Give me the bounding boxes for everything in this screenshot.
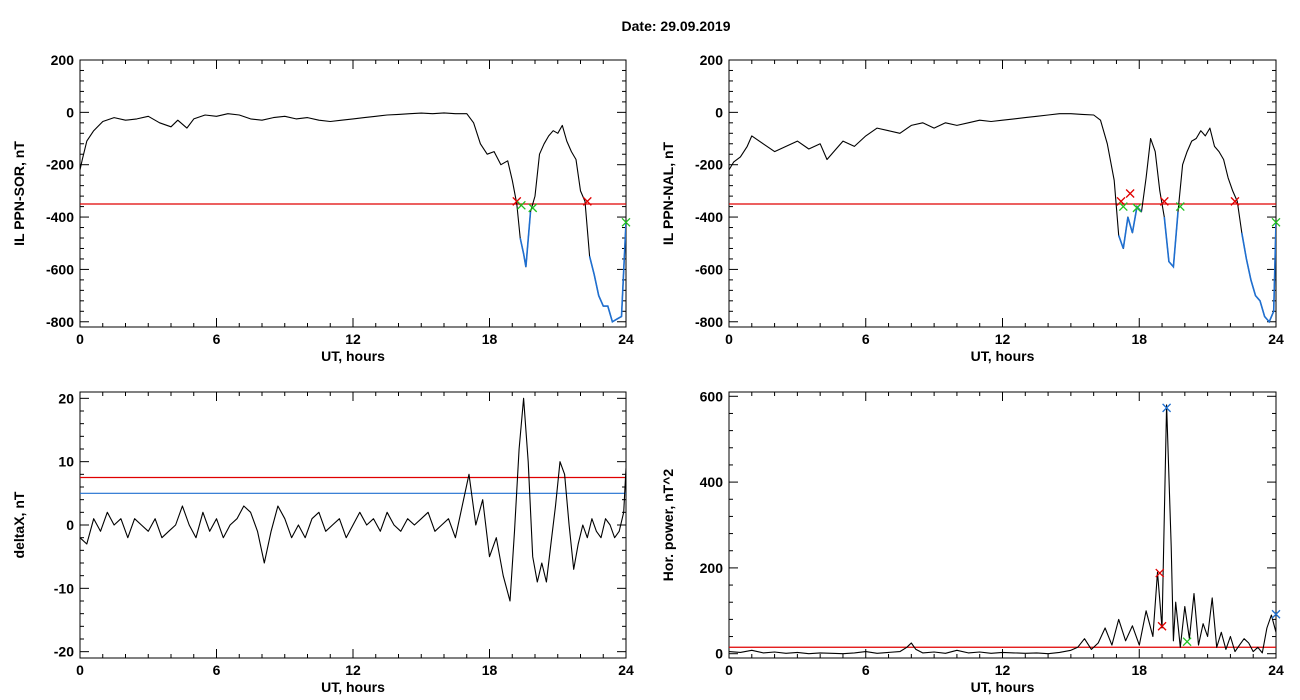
marker-green xyxy=(1271,217,1281,227)
y-tick-label: 0 xyxy=(66,104,74,120)
plot-frame xyxy=(728,391,1277,659)
marker-green xyxy=(1175,202,1185,212)
x-axis-label: UT, hours xyxy=(971,348,1035,364)
plot-area xyxy=(729,113,1276,324)
x-tick-label: 0 xyxy=(725,662,733,678)
y-tick-label: -20 xyxy=(54,644,74,660)
x-axis-label: UT, hours xyxy=(321,679,385,695)
axes-frame: 0 6 12 18 24 600 400 200 0 xyxy=(700,388,1284,678)
x-tick-label: 12 xyxy=(995,331,1011,347)
y-tick-label: -200 xyxy=(695,157,723,173)
data-series-line xyxy=(729,404,1276,655)
below-threshold-segment xyxy=(1117,204,1143,249)
plot-frame xyxy=(728,59,1277,328)
chart-panel-power: 0 6 12 18 24 600 400 200 0 Hor. power, nT^2 UT, … xyxy=(660,388,1284,695)
chart-panel-deltax: 0 6 12 18 24 20 10 0 -10 -20 deltaX, nT UT, hours xyxy=(11,390,634,695)
y-tick-label: 20 xyxy=(58,390,74,406)
marker-red xyxy=(1230,196,1240,206)
y-axis-label: deltaX, nT xyxy=(11,491,27,558)
marker-red xyxy=(1159,196,1169,206)
y-tick-label: 0 xyxy=(715,646,723,662)
below-threshold-segment xyxy=(1163,211,1179,269)
page-title: Date: 29.09.2019 xyxy=(621,18,731,34)
y-tick-label: 10 xyxy=(58,454,74,470)
marker-red xyxy=(1157,621,1167,631)
x-tick-label: 18 xyxy=(482,331,498,347)
plot-area xyxy=(729,404,1276,655)
x-tick-label: 12 xyxy=(995,662,1011,678)
chart-panel-nal: 0 6 12 18 24 200 0 -200 -400 -600 -800 IL PPN-NAL,… xyxy=(660,52,1284,364)
below-threshold-segment xyxy=(1241,222,1276,324)
x-tick-label: 6 xyxy=(862,662,870,678)
x-tick-label: 0 xyxy=(725,331,733,347)
y-tick-label: 200 xyxy=(51,52,75,68)
marker-red xyxy=(1125,189,1135,198)
x-tick-label: 6 xyxy=(213,331,221,347)
x-tick-label: 0 xyxy=(76,662,84,678)
data-series-line xyxy=(80,112,626,323)
x-tick-label: 18 xyxy=(1131,331,1147,347)
y-tick-label: -10 xyxy=(54,580,74,596)
chart-panel-sor: 0 6 12 18 24 200 0 -200 -400 -600 -800 IL PPN-SOR,… xyxy=(11,52,634,364)
x-tick-label: 24 xyxy=(618,331,634,347)
y-tick-label: 0 xyxy=(715,104,723,120)
data-series-line xyxy=(80,397,626,602)
y-tick-label: -600 xyxy=(695,261,723,277)
below-threshold-segment xyxy=(588,222,626,324)
marker-red xyxy=(582,196,592,206)
x-tick-label: 24 xyxy=(1268,662,1284,678)
y-tick-label: -800 xyxy=(695,314,723,330)
marker-green xyxy=(621,217,631,227)
x-tick-label: 6 xyxy=(213,662,221,678)
marker-blue xyxy=(1162,403,1172,413)
marker-green xyxy=(1182,637,1192,647)
y-tick-label: -800 xyxy=(46,314,74,330)
x-tick-label: 18 xyxy=(482,662,498,678)
axes-frame: 0 6 12 18 24 20 10 0 -10 -20 xyxy=(54,390,634,678)
below-threshold-segment xyxy=(519,211,532,267)
y-tick-label: 200 xyxy=(700,560,724,576)
y-axis-label: Hor. power, nT^2 xyxy=(660,469,676,582)
y-tick-label: -400 xyxy=(46,209,74,225)
marker-red xyxy=(1155,568,1165,578)
y-tick-label: 600 xyxy=(700,388,724,404)
x-tick-label: 0 xyxy=(76,331,84,347)
marker-green xyxy=(516,200,526,210)
y-tick-label: 400 xyxy=(700,474,724,490)
marker-green xyxy=(528,203,538,213)
y-axis-label: IL PPN-SOR, nT xyxy=(11,141,27,246)
x-tick-label: 6 xyxy=(862,331,870,347)
marker-green xyxy=(1132,203,1142,213)
x-tick-label: 24 xyxy=(618,662,634,678)
y-tick-label: -600 xyxy=(46,261,74,277)
x-axis-label: UT, hours xyxy=(321,348,385,364)
x-tick-label: 24 xyxy=(1268,331,1284,347)
data-series-line xyxy=(729,113,1276,323)
x-tick-label: 12 xyxy=(345,662,361,678)
x-tick-label: 12 xyxy=(345,331,361,347)
axes-frame: 0 6 12 18 24 200 0 -200 -400 -600 -800 xyxy=(46,52,634,347)
marker-red xyxy=(1116,196,1126,206)
marker-green xyxy=(1118,202,1128,212)
y-tick-label: 200 xyxy=(700,52,724,68)
plot-area xyxy=(80,397,626,602)
x-axis-label: UT, hours xyxy=(971,679,1035,695)
y-tick-label: -400 xyxy=(695,209,723,225)
axes-frame: 0 6 12 18 24 200 0 -200 -400 -600 -800 xyxy=(695,52,1284,347)
marker-blue xyxy=(1271,609,1281,619)
plot-area xyxy=(80,112,626,324)
y-tick-label: -200 xyxy=(46,157,74,173)
y-axis-label: IL PPN-NAL, nT xyxy=(660,141,676,245)
y-tick-label: 0 xyxy=(66,517,74,533)
plot-frame xyxy=(79,59,627,328)
x-tick-label: 18 xyxy=(1131,662,1147,678)
